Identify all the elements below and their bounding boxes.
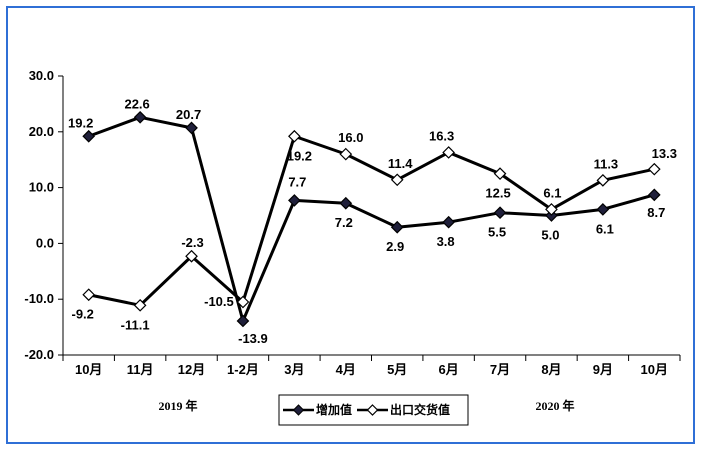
y-tick-label: -20.0 xyxy=(24,347,54,362)
y-tick-label: 0.0 xyxy=(36,235,54,250)
data-label: 5.5 xyxy=(488,225,506,240)
series-markers xyxy=(82,110,661,328)
data-point-marker xyxy=(185,249,198,263)
data-label: 19.2 xyxy=(287,148,312,163)
data-label: 16.3 xyxy=(429,128,454,143)
legend-label-export: 出口交货值 xyxy=(390,402,450,417)
data-label: 7.7 xyxy=(288,174,306,189)
data-point-marker xyxy=(596,173,610,187)
x-tick-label: 11月 xyxy=(127,362,154,377)
y-tick-label: 20.0 xyxy=(29,124,54,139)
year-label-2020: 2020 年 xyxy=(535,398,574,413)
data-label: 22.6 xyxy=(124,96,149,111)
data-label: 11.3 xyxy=(594,156,619,171)
x-tick-label: 7月 xyxy=(490,362,510,377)
x-tick-label: 8月 xyxy=(541,362,561,377)
data-label: -2.3 xyxy=(181,235,203,250)
data-label: 6.1 xyxy=(596,221,614,236)
data-label: 11.4 xyxy=(388,156,413,171)
data-point-marker xyxy=(82,288,96,302)
data-label: -9.2 xyxy=(72,307,94,322)
data-point-marker xyxy=(236,295,250,309)
data-point-marker xyxy=(185,121,198,135)
data-point-marker xyxy=(236,314,250,328)
legend: 增加值 出口交货值 xyxy=(278,394,469,426)
x-tick-label: 1-2月 xyxy=(227,362,259,377)
data-point-marker xyxy=(493,206,507,220)
data-point-marker xyxy=(390,173,404,187)
data-label: 7.2 xyxy=(335,215,353,230)
data-label: 20.7 xyxy=(176,107,201,122)
data-label: 2.9 xyxy=(386,239,404,254)
data-point-marker xyxy=(442,215,455,229)
series-line xyxy=(88,115,655,323)
data-label: 3.8 xyxy=(437,234,455,249)
data-point-marker xyxy=(545,203,558,216)
data-label: 13.3 xyxy=(652,146,677,161)
data-label: -11.1 xyxy=(121,317,150,332)
data-point-marker xyxy=(390,220,404,234)
chart-frame xyxy=(6,6,695,444)
x-tick-label: 12月 xyxy=(178,362,205,377)
data-label: 16.0 xyxy=(338,130,363,145)
data-point-marker xyxy=(596,203,610,216)
y-tick-label: -10.0 xyxy=(24,291,54,306)
year-labels: 2019 年 2020 年 xyxy=(158,398,574,413)
data-label: -13.9 xyxy=(238,331,268,346)
y-tick-label: 10.0 xyxy=(29,180,54,195)
x-tick-label: 10月 xyxy=(641,362,668,377)
series-lines xyxy=(88,115,655,323)
data-point-marker xyxy=(339,147,353,161)
data-point-marker xyxy=(647,188,661,202)
legend-marker-export xyxy=(366,404,379,416)
tick-labels: 30.0 20.0 10.0 0.0 -10.0 -20.0 10月 11月 12月 1-2月 3月… xyxy=(24,68,668,377)
x-tick-label: 10月 xyxy=(75,362,102,377)
x-tick-label: 3月 xyxy=(284,362,304,377)
x-tick-label: 9月 xyxy=(593,362,613,377)
data-label: -10.5 xyxy=(204,294,234,309)
data-labels: 19.2 22.6 20.7 -13.9 7.7 7.2 2.9 3.8 5.5 5.0 6.1 8.… xyxy=(68,96,677,346)
data-point-marker xyxy=(288,129,301,143)
x-tick-label: 4月 xyxy=(336,362,356,377)
series-line xyxy=(88,134,655,307)
year-label-2019: 2019 年 xyxy=(158,398,197,413)
axes xyxy=(58,75,681,361)
y-tick-label: 30.0 xyxy=(29,68,54,83)
data-label: 5.0 xyxy=(541,228,559,243)
data-label: 8.7 xyxy=(647,205,665,220)
data-label: 6.1 xyxy=(543,185,561,200)
data-point-marker xyxy=(493,167,507,180)
x-tick-label: 5月 xyxy=(387,362,407,377)
data-point-marker xyxy=(133,110,147,124)
legend-marker-value-added xyxy=(292,404,305,416)
data-point-marker xyxy=(133,298,147,312)
data-point-marker xyxy=(442,146,455,159)
x-tick-label: 6月 xyxy=(439,362,459,377)
data-point-marker xyxy=(647,162,661,176)
legend-label-value-added: 增加值 xyxy=(316,402,352,417)
data-label: 19.2 xyxy=(68,115,93,130)
data-point-marker xyxy=(339,196,353,210)
data-point-marker xyxy=(288,194,301,207)
data-point-marker xyxy=(82,129,96,143)
data-label: 12.5 xyxy=(485,186,510,201)
